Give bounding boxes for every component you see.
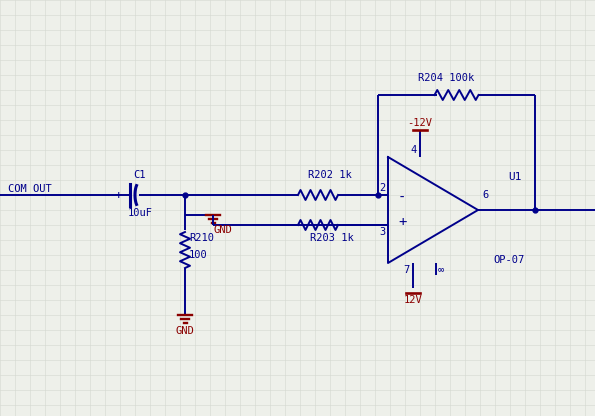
Text: -: - [398, 191, 406, 205]
Text: R203 1k: R203 1k [310, 233, 354, 243]
Text: C1: C1 [133, 170, 146, 180]
Text: +: + [398, 215, 406, 229]
Text: +: + [114, 190, 122, 203]
Text: 12V: 12V [403, 295, 422, 305]
Text: 2: 2 [380, 183, 386, 193]
Text: ∞: ∞ [438, 265, 444, 275]
Text: -12V: -12V [408, 118, 433, 128]
Text: OP-07: OP-07 [493, 255, 524, 265]
Text: 6: 6 [482, 190, 488, 200]
Text: R202 1k: R202 1k [308, 170, 352, 180]
Text: GND: GND [176, 326, 195, 336]
Text: 7: 7 [404, 265, 410, 275]
Text: R204 100k: R204 100k [418, 73, 475, 83]
Text: 4: 4 [411, 145, 417, 155]
Text: 100: 100 [189, 250, 208, 260]
Text: 3: 3 [380, 227, 386, 237]
Text: U1: U1 [508, 172, 521, 182]
Text: GND: GND [214, 225, 233, 235]
Text: COM OUT: COM OUT [8, 184, 52, 194]
Text: 10uF: 10uF [128, 208, 153, 218]
Text: R210: R210 [189, 233, 214, 243]
